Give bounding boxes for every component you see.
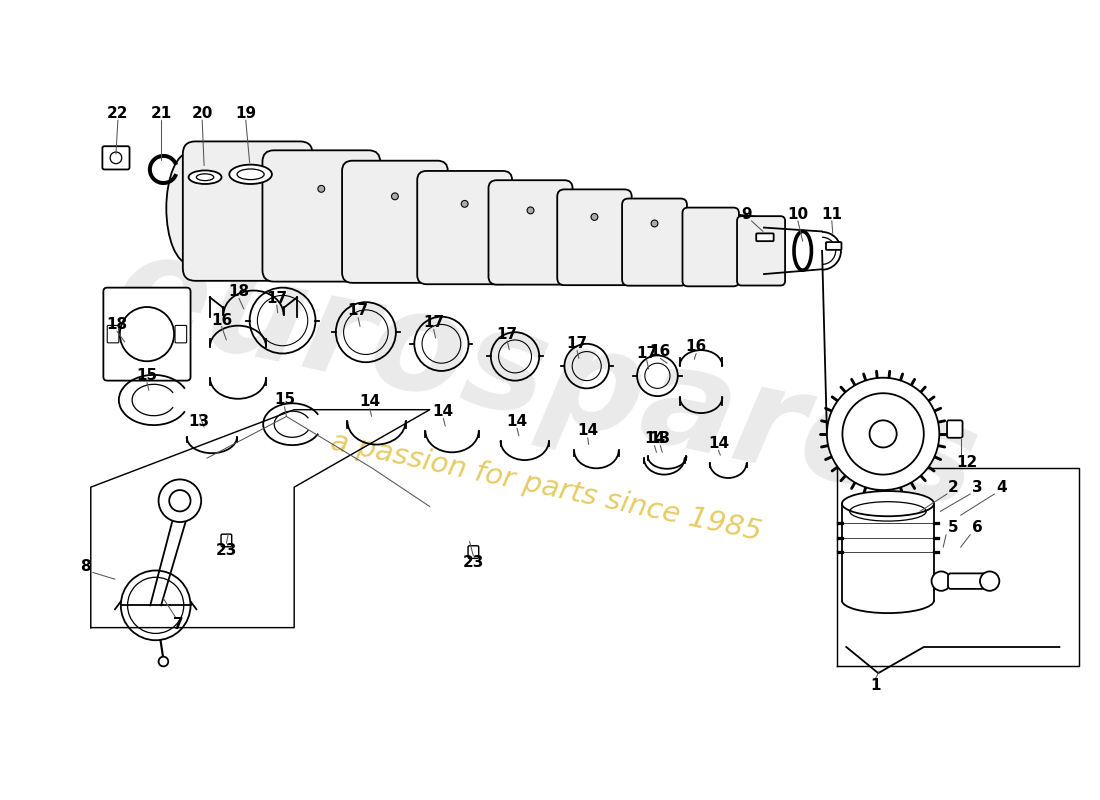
FancyBboxPatch shape (623, 198, 686, 286)
FancyBboxPatch shape (756, 234, 773, 241)
Text: a passion for parts since 1985: a passion for parts since 1985 (328, 428, 764, 546)
Text: 21: 21 (151, 106, 172, 121)
Text: 14: 14 (708, 436, 729, 451)
Ellipse shape (229, 165, 272, 184)
FancyBboxPatch shape (558, 190, 631, 285)
Text: 14: 14 (432, 404, 454, 419)
FancyBboxPatch shape (826, 242, 842, 250)
FancyBboxPatch shape (263, 150, 381, 282)
Text: 16: 16 (211, 313, 232, 328)
FancyBboxPatch shape (221, 534, 232, 546)
Ellipse shape (842, 491, 934, 516)
Text: 20: 20 (191, 106, 213, 121)
Text: 14: 14 (506, 414, 528, 429)
Text: 14: 14 (644, 431, 666, 446)
Circle shape (932, 571, 950, 591)
Text: 17: 17 (266, 290, 287, 306)
Text: 5: 5 (947, 520, 958, 535)
Circle shape (392, 193, 398, 200)
Text: 14: 14 (578, 423, 598, 438)
Text: 9: 9 (741, 206, 751, 222)
Circle shape (980, 571, 999, 591)
Circle shape (158, 657, 168, 666)
Text: 8: 8 (80, 559, 91, 574)
Text: 17: 17 (424, 315, 444, 330)
Text: 19: 19 (235, 106, 256, 121)
Text: 6: 6 (971, 520, 982, 535)
FancyBboxPatch shape (488, 180, 573, 285)
FancyBboxPatch shape (948, 574, 988, 589)
Text: 17: 17 (348, 303, 369, 318)
FancyBboxPatch shape (102, 146, 130, 170)
Text: 18: 18 (107, 317, 128, 332)
FancyBboxPatch shape (183, 142, 312, 281)
Text: 16: 16 (685, 339, 707, 354)
FancyBboxPatch shape (469, 546, 478, 558)
Text: 4: 4 (996, 480, 1006, 494)
Circle shape (527, 207, 534, 214)
Text: 23: 23 (216, 542, 238, 558)
Text: 15: 15 (136, 368, 157, 383)
Ellipse shape (188, 170, 221, 184)
Ellipse shape (166, 153, 212, 264)
Text: 17: 17 (497, 326, 518, 342)
FancyBboxPatch shape (107, 326, 119, 343)
FancyBboxPatch shape (947, 420, 962, 438)
Text: 23: 23 (463, 555, 484, 570)
Circle shape (318, 186, 324, 192)
Text: 13: 13 (189, 414, 210, 429)
Circle shape (461, 201, 469, 207)
Text: 18: 18 (229, 284, 250, 299)
Text: 17: 17 (566, 336, 587, 351)
Circle shape (591, 214, 597, 220)
Circle shape (651, 220, 658, 227)
Text: 10: 10 (788, 206, 808, 222)
Text: 14: 14 (360, 394, 381, 410)
FancyBboxPatch shape (342, 161, 448, 283)
Text: 12: 12 (957, 455, 978, 470)
Text: 15: 15 (274, 393, 295, 407)
Circle shape (158, 479, 201, 522)
Text: 11: 11 (822, 206, 843, 222)
Text: 17: 17 (636, 346, 658, 361)
Text: 16: 16 (650, 344, 671, 359)
FancyBboxPatch shape (682, 207, 739, 286)
Text: 13: 13 (650, 431, 671, 446)
Text: 22: 22 (107, 106, 129, 121)
Circle shape (120, 307, 174, 362)
FancyBboxPatch shape (737, 216, 785, 286)
Text: 2: 2 (947, 480, 958, 494)
FancyBboxPatch shape (103, 288, 190, 381)
Circle shape (827, 378, 939, 490)
Text: 3: 3 (971, 480, 982, 494)
Text: 1: 1 (870, 678, 881, 694)
FancyBboxPatch shape (417, 171, 513, 284)
Text: 7: 7 (173, 618, 184, 632)
Text: eurospares: eurospares (102, 223, 990, 538)
FancyBboxPatch shape (175, 326, 187, 343)
